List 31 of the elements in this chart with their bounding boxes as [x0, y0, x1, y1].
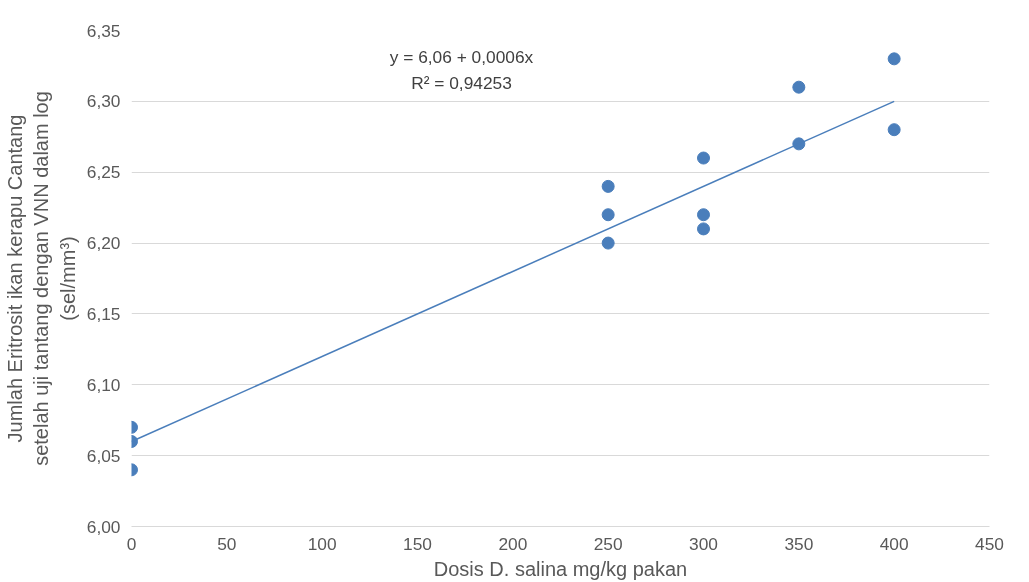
x-tick-label: 0: [126, 533, 137, 554]
y-tick-label: 6,15: [86, 303, 121, 324]
x-tick-label: 150: [403, 533, 432, 554]
point: [601, 236, 615, 250]
x-tick-label: 250: [593, 533, 623, 554]
point: [792, 80, 806, 94]
point: [601, 208, 615, 222]
annotation: R² = 0,94253: [411, 72, 512, 93]
point: [697, 208, 710, 222]
x-tick-label: 300: [689, 533, 718, 554]
point: [601, 179, 615, 193]
y-tick-label: 6,05: [86, 445, 121, 466]
annotation: y = 6,06 + 0,0006x: [389, 46, 534, 67]
y-tick-label: 6,25: [86, 162, 121, 183]
y-tick-label: 6,35: [86, 20, 121, 41]
point: [887, 52, 901, 66]
point: [697, 151, 710, 165]
x-tick-label: 400: [879, 533, 909, 554]
y-tick-label: 6,10: [86, 374, 121, 395]
y-axis-title: Jumlah Eritrosit ikan kerapu Cantang setelah uji tantang dengan VNN dalam log (sel/mm³): [3, 91, 79, 466]
y-tick-label: 6,00: [86, 516, 121, 537]
x-tick-label: 50: [217, 533, 237, 554]
x-tick-label: 350: [784, 533, 814, 554]
point: [697, 222, 710, 236]
x-tick-label: 450: [975, 533, 1004, 554]
y-tick-label: 6,30: [86, 91, 121, 112]
point: [887, 123, 901, 137]
x-axis-title: Dosis D. salina mg/kg pakan: [433, 557, 688, 580]
x-tick-label: 100: [307, 533, 337, 554]
x-tick-label: 200: [498, 533, 528, 554]
y-tick-label: 6,20: [86, 233, 121, 254]
